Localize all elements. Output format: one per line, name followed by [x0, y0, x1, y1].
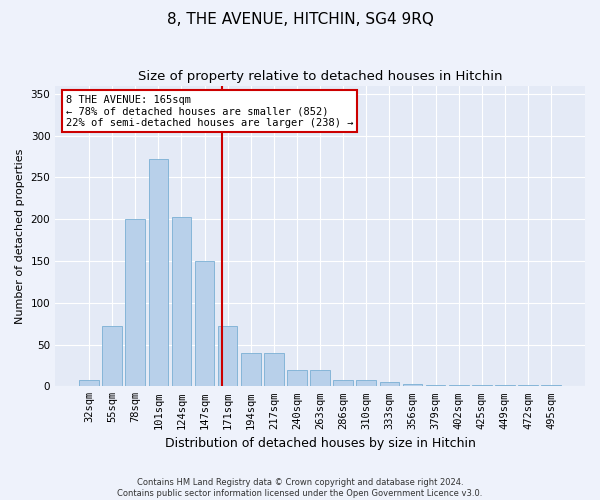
Text: Contains HM Land Registry data © Crown copyright and database right 2024.
Contai: Contains HM Land Registry data © Crown c…	[118, 478, 482, 498]
Bar	[264, 353, 284, 386]
Bar	[426, 384, 445, 386]
Bar	[103, 326, 122, 386]
Bar	[380, 382, 399, 386]
Text: 8 THE AVENUE: 165sqm
← 78% of detached houses are smaller (852)
22% of semi-deta: 8 THE AVENUE: 165sqm ← 78% of detached h…	[66, 94, 353, 128]
Bar	[218, 326, 238, 386]
X-axis label: Distribution of detached houses by size in Hitchin: Distribution of detached houses by size …	[164, 437, 476, 450]
Y-axis label: Number of detached properties: Number of detached properties	[15, 148, 25, 324]
Bar	[287, 370, 307, 386]
Bar	[403, 384, 422, 386]
Bar	[356, 380, 376, 386]
Bar	[334, 380, 353, 386]
Title: Size of property relative to detached houses in Hitchin: Size of property relative to detached ho…	[138, 70, 502, 83]
Bar	[241, 353, 260, 386]
Bar	[172, 216, 191, 386]
Bar	[79, 380, 99, 386]
Bar	[149, 159, 168, 386]
Text: 8, THE AVENUE, HITCHIN, SG4 9RQ: 8, THE AVENUE, HITCHIN, SG4 9RQ	[167, 12, 433, 28]
Bar	[195, 261, 214, 386]
Bar	[125, 219, 145, 386]
Bar	[310, 370, 330, 386]
